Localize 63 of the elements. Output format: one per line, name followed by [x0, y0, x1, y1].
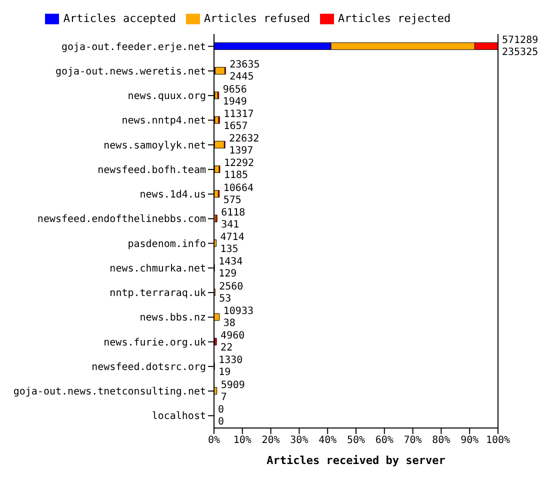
annotation: 235325 [502, 47, 538, 58]
annotation: 2445 [230, 72, 254, 83]
legend-label: Articles accepted [63, 12, 176, 26]
annotation: 1330 [218, 355, 243, 366]
legend-label: Articles refused [204, 12, 310, 26]
annotation: 1657 [224, 120, 248, 132]
annotation: 4714 [220, 232, 244, 244]
y-tick-label: goja-out.news.tnetconsulting.net [13, 386, 206, 398]
y-tick-label: goja-out.news.weretis.net [55, 66, 206, 78]
annotation: 53 [219, 293, 232, 304]
annotation: 23635 [230, 60, 260, 71]
annotation: 22632 [229, 134, 260, 145]
y-tick-label: news.nntp4.net [122, 116, 206, 127]
x-tick-label: 40% [318, 435, 337, 446]
annotation: 11317 [224, 108, 254, 120]
annotation: 135 [220, 244, 238, 256]
annotation: 5909 [220, 380, 245, 391]
annotation: 38 [223, 318, 236, 329]
annotation: 1185 [224, 170, 248, 182]
annotation: 1434 [218, 256, 243, 268]
y-tick-label: news.furie.org.uk [104, 337, 206, 348]
annotation: 571289 [502, 35, 538, 46]
annotation: 10664 [223, 182, 254, 194]
y-tick-label: news.quux.org [128, 91, 206, 102]
annotation: 6118 [221, 207, 246, 218]
y-tick-label: news.chmurka.net [110, 263, 206, 274]
x-axis-title: Articles received by server [266, 454, 446, 467]
y-tick-label: news.samoylyk.net [104, 140, 206, 152]
x-tick-label: 0% [208, 435, 220, 446]
annotation: 9656 [222, 84, 247, 96]
x-tick-label: 20% [262, 435, 280, 446]
x-tick-label: 60% [375, 435, 394, 446]
y-tick-label: localhost [152, 411, 206, 422]
annotation: 19 [218, 367, 231, 378]
y-tick-label: news.bbs.nz [140, 312, 206, 324]
y-tick-label: news.1d4.us [140, 190, 206, 201]
legend-label: Articles rejected [338, 12, 451, 26]
x-tick-label: 90% [460, 435, 479, 446]
annotation: 7 [220, 392, 227, 403]
y-tick-label: newsfeed.endofthelinebbs.com [37, 214, 206, 226]
annotation: 4960 [220, 330, 245, 342]
x-tick-label: 70% [404, 435, 422, 446]
y-tick-label: goja-out.feeder.erje.net [62, 42, 206, 53]
y-tick-label: newsfeed.dotsrc.org [92, 362, 206, 373]
y-tick-label: nntp.terraraq.uk [110, 288, 206, 300]
x-tick-label: 30% [290, 435, 308, 446]
annotation: 0 [218, 404, 224, 416]
annotation: 0 [218, 416, 224, 428]
annotation: 1397 [229, 146, 254, 157]
y-tick-label: pasdenom.info [128, 238, 206, 250]
x-tick-label: 50% [346, 435, 366, 446]
annotation: 129 [218, 268, 237, 280]
annotation: 575 [223, 194, 242, 206]
y-tick-label: newsfeed.bofh.team [98, 164, 206, 176]
x-tick-label: 100% [486, 435, 510, 446]
annotation: 2560 [219, 281, 244, 292]
annotation: 1949 [222, 96, 247, 108]
annotation: 22 [220, 342, 233, 354]
annotation: 12292 [224, 158, 254, 170]
x-tick-label: 80% [432, 435, 450, 446]
annotation: 341 [221, 219, 240, 230]
annotation: 10933 [223, 306, 254, 317]
x-tick-label: 10% [233, 435, 252, 446]
